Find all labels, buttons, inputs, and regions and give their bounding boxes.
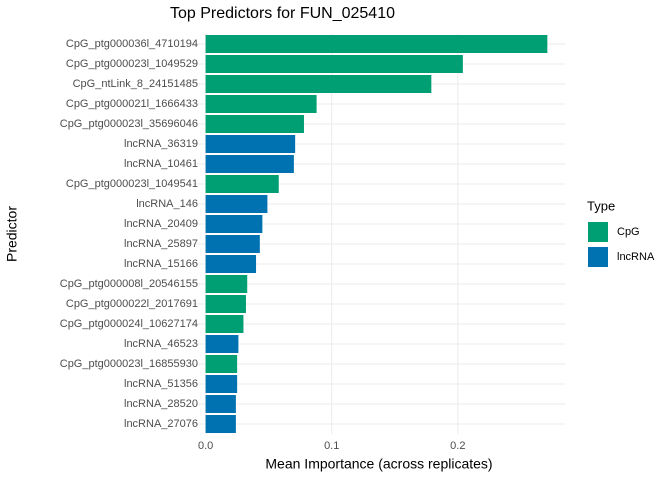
bar (205, 295, 246, 313)
bar (205, 215, 263, 233)
y-tick-label: CpG_ptg000023l_16855930 (60, 358, 198, 370)
chart-title: Top Predictors for FUN_025410 (170, 5, 395, 22)
y-tick-label: CpG_ptg000036l_4710194 (66, 38, 198, 50)
y-tick-label: lncRNA_36319 (124, 138, 198, 150)
y-tick-label: lncRNA_51356 (124, 378, 198, 390)
bar (205, 395, 236, 413)
bar (205, 275, 248, 293)
bar (205, 75, 432, 93)
y-tick-label: lncRNA_15166 (124, 258, 198, 270)
y-tick-label: lncRNA_28520 (124, 398, 198, 410)
legend-key (588, 247, 608, 267)
bar (205, 355, 238, 373)
bar (205, 175, 279, 193)
y-tick-label: CpG_ptg000021l_1666433 (66, 98, 198, 110)
y-tick-label: lncRNA_10461 (124, 158, 198, 170)
bar (205, 35, 548, 53)
bar (205, 135, 296, 153)
y-tick-label: lncRNA_46523 (124, 338, 198, 350)
y-tick-label: CpG_ptg000023l_35696046 (60, 118, 198, 130)
x-tick-label: 0.1 (324, 440, 339, 452)
y-tick-label: CpG_ptg000008l_20546155 (60, 278, 198, 290)
x-tick-label: 0.2 (450, 440, 465, 452)
y-tick-label: CpG_ptg000023l_1049541 (66, 178, 198, 190)
legend-key (588, 222, 608, 242)
bar (205, 415, 236, 433)
y-tick-label: CpG_ptg000023l_1049529 (66, 58, 198, 70)
x-tick-label: 0.0 (198, 440, 213, 452)
x-axis-title: Mean Importance (across replicates) (265, 456, 492, 472)
bar (205, 375, 238, 393)
y-tick-label: lncRNA_146 (136, 198, 198, 210)
bar (205, 95, 317, 113)
bar (205, 195, 268, 213)
y-tick-label: lncRNA_27076 (124, 418, 198, 430)
bar (205, 335, 239, 353)
legend-label: lncRNA (617, 251, 655, 263)
y-tick-label: lncRNA_20409 (124, 218, 198, 230)
bar (205, 235, 260, 253)
y-tick-label: CpG_ptg000024l_10627174 (60, 318, 198, 330)
y-tick-label: CpG_ptg000022l_2017691 (66, 298, 198, 310)
y-tick-label: lncRNA_25897 (124, 238, 198, 250)
bar (205, 115, 304, 133)
bar (205, 315, 244, 333)
bar (205, 155, 294, 173)
bar (205, 55, 463, 73)
y-axis-title: Predictor (4, 206, 20, 262)
legend-label: CpG (617, 226, 640, 238)
legend-title: Type (587, 198, 615, 213)
y-tick-label: CpG_ntLink_8_24151485 (73, 78, 198, 90)
bar (205, 255, 257, 273)
